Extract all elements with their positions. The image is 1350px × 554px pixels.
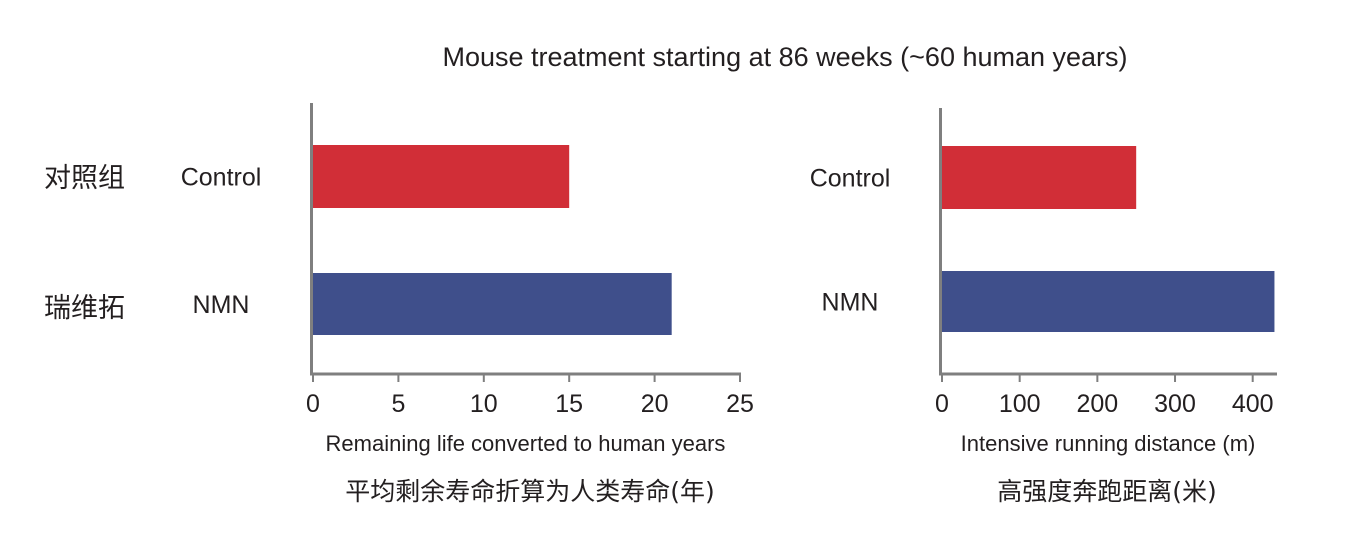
chart2-tick-label: 0 [935,390,949,418]
chart1-tick-label: 15 [555,390,583,418]
chart1-tick-label: 0 [306,390,320,418]
row-label-cn-nmn: 瑞维拓 [44,293,125,324]
chart2-bar-nmn [942,271,1275,332]
chart1-category-label: NMN [193,291,250,319]
row-label-cn-control: 对照组 [44,163,125,194]
running-distance-chart: 0 100 200 300 400 Control NMN Intensive running… [810,108,1277,456]
chart2-tick-label: 200 [1076,390,1118,418]
chart2-tick-label: 400 [1232,390,1274,418]
chart2-xlabel: Intensive running distance (m) [961,431,1256,456]
chart1-category-label: Control [181,164,262,192]
chart2-category-label: Control [810,165,891,193]
chart2-category-label: NMN [822,289,879,317]
chart1-tick-label: 10 [470,390,498,418]
chart2-tick-label: 300 [1154,390,1196,418]
chart1-xlabel-cn: 平均剩余寿命折算为人类寿命(年) [345,477,715,506]
chart-title: Mouse treatment starting at 86 weeks (~6… [442,42,1127,72]
chart2-tick-label: 100 [999,390,1041,418]
lifespan-chart: 0 5 10 15 20 25 Control NMN Remaining life conve… [181,103,754,456]
chart2-xlabel-cn: 高强度奔跑距离(米) [997,477,1217,506]
chart2-bar-control [942,146,1137,209]
chart1-tick-label: 25 [726,390,754,418]
chart1-bar-nmn [313,273,672,335]
chart1-tick-label: 5 [391,390,405,418]
chart1-tick-label: 20 [641,390,669,418]
chart1-bar-control [313,145,570,208]
chart1-xlabel: Remaining life converted to human years [326,431,726,456]
